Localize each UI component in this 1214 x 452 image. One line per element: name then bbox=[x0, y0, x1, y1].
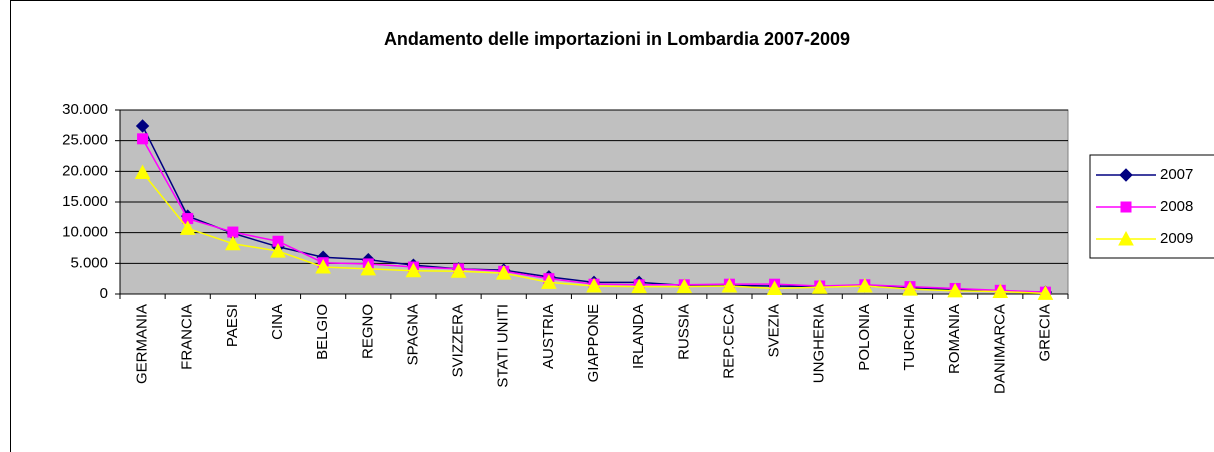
x-tick-label: ROMANIA bbox=[946, 304, 963, 374]
x-tick-label: REGNO bbox=[359, 304, 376, 359]
data-point bbox=[586, 277, 602, 293]
data-point bbox=[360, 260, 377, 276]
x-tick-label: REP.CECA bbox=[720, 304, 737, 379]
data-point bbox=[947, 282, 963, 298]
data-point bbox=[992, 283, 1009, 299]
data-point bbox=[721, 277, 738, 293]
data-point bbox=[227, 226, 239, 238]
data-point bbox=[766, 280, 783, 295]
x-tick-label: SPAGNA bbox=[404, 304, 421, 365]
data-point bbox=[134, 164, 151, 180]
data-point bbox=[495, 265, 512, 280]
legend-marker bbox=[1120, 201, 1132, 213]
data-point bbox=[857, 277, 873, 293]
x-tick-label: UNGHERIA bbox=[811, 304, 828, 383]
data-point bbox=[137, 133, 149, 145]
x-tick-label: FRANCIA bbox=[179, 304, 196, 370]
x-tick-label: GRECIA bbox=[1036, 304, 1053, 362]
x-tick-label: TURCHIA bbox=[901, 304, 918, 371]
x-tick-label: AUSTRIA bbox=[540, 304, 557, 369]
x-tick-label: GIAPPONE bbox=[585, 304, 602, 382]
legend-marker bbox=[1118, 230, 1134, 246]
y-tick-label: 25.000 bbox=[62, 132, 108, 149]
data-point bbox=[676, 278, 693, 294]
y-tick-label: 20.000 bbox=[62, 162, 108, 179]
y-tick-label: 10.000 bbox=[62, 224, 108, 241]
legend-label: 2007 bbox=[1160, 166, 1193, 183]
x-tick-label: CINA bbox=[269, 304, 286, 340]
x-tick-label: GERMANIA bbox=[134, 304, 151, 384]
y-tick-label: 5.000 bbox=[70, 254, 108, 271]
x-tick-label: STATI UNITI bbox=[495, 304, 512, 388]
x-tick-label: POLONIA bbox=[856, 304, 873, 371]
data-point bbox=[631, 278, 647, 294]
y-tick-label: 15.000 bbox=[62, 193, 108, 210]
x-tick-label: SVIZZERA bbox=[450, 304, 467, 377]
x-tick-label: DANIMARCA bbox=[991, 304, 1008, 394]
data-point bbox=[811, 279, 828, 294]
legend-label: 2009 bbox=[1160, 230, 1193, 247]
x-tick-label: PAESI bbox=[224, 304, 241, 347]
data-point bbox=[270, 243, 286, 258]
y-tick-label: 0 bbox=[100, 285, 108, 302]
data-point bbox=[179, 220, 196, 235]
x-tick-label: IRLANDA bbox=[630, 304, 647, 369]
data-point bbox=[450, 263, 467, 278]
legend-label: 2008 bbox=[1160, 198, 1193, 215]
data-point bbox=[405, 262, 422, 278]
data-point bbox=[135, 119, 150, 133]
data-point bbox=[315, 258, 331, 274]
data-point bbox=[902, 281, 918, 296]
chart-title: Andamento delle importazioni in Lombardi… bbox=[384, 29, 850, 49]
x-tick-label: RUSSIA bbox=[675, 304, 692, 360]
y-tick-label: 30.000 bbox=[62, 101, 108, 118]
data-point bbox=[225, 235, 241, 251]
x-tick-label: SVEZIA bbox=[766, 304, 783, 357]
legend-marker bbox=[1119, 168, 1133, 182]
data-point bbox=[1037, 285, 1054, 300]
data-point bbox=[541, 274, 557, 289]
x-tick-label: BELGIO bbox=[314, 304, 331, 360]
